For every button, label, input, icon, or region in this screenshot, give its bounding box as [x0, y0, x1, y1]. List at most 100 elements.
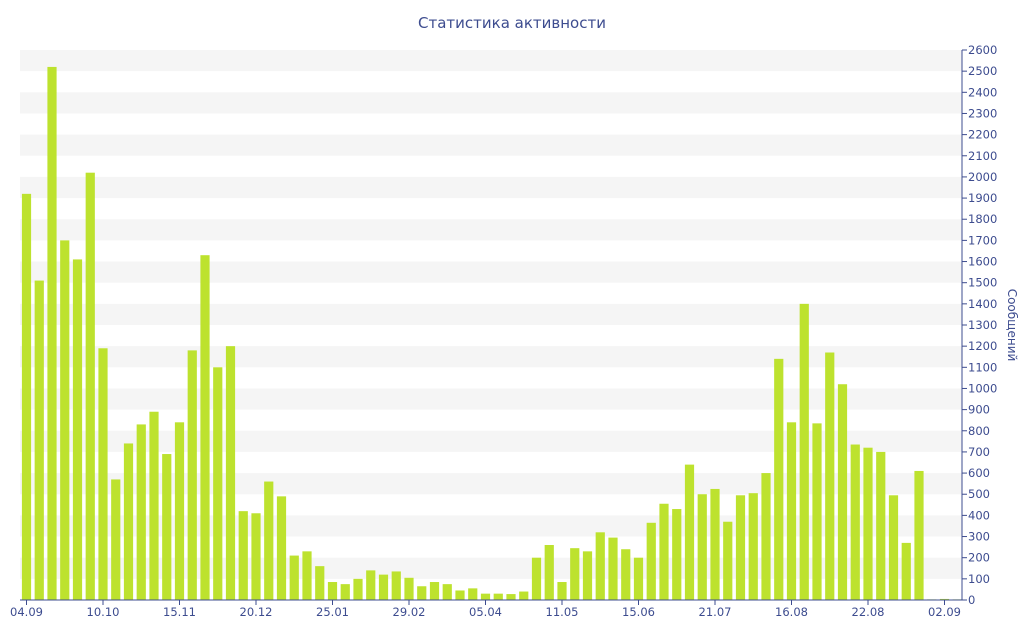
bar — [174, 422, 185, 600]
bar — [531, 557, 542, 600]
bar — [901, 542, 911, 600]
bar — [111, 479, 121, 600]
bar — [251, 513, 261, 600]
grid-band — [20, 176, 962, 199]
grid-band — [20, 134, 962, 156]
y-tick-label: 1700 — [968, 233, 997, 247]
bar — [684, 464, 695, 600]
bar — [455, 590, 465, 600]
bar — [442, 584, 452, 600]
bar — [468, 588, 478, 600]
bar — [493, 593, 503, 600]
bar — [213, 367, 223, 600]
bar — [863, 447, 873, 600]
y-axis-ticks: 0 100 200 300 400 500 600 700 800 900 1000 1100 1200… — [962, 43, 997, 607]
bar — [723, 521, 733, 600]
grid-band — [20, 388, 962, 410]
grid-band — [20, 430, 962, 452]
x-tick-label: 25.01 — [316, 605, 349, 619]
x-tick-label: 05.04 — [469, 605, 502, 619]
bar — [710, 488, 720, 600]
bar — [315, 566, 325, 600]
y-tick-label: 1300 — [968, 318, 997, 332]
bar — [340, 584, 350, 600]
y-tick-label: 0 — [968, 593, 975, 607]
bar — [404, 577, 414, 600]
bar — [582, 551, 593, 600]
bar — [187, 350, 197, 600]
bar — [85, 172, 95, 600]
bar — [837, 384, 848, 600]
y-tick-label: 400 — [968, 508, 990, 522]
y-axis-title: Сообщений — [1005, 289, 1019, 362]
bar — [812, 423, 822, 600]
y-tick-label: 2100 — [968, 149, 997, 163]
grid-band — [20, 303, 962, 325]
bar — [47, 66, 57, 600]
bar — [98, 348, 108, 600]
bar — [378, 574, 389, 600]
y-tick-label: 1100 — [968, 360, 997, 374]
x-tick-label: 16.08 — [775, 605, 808, 619]
grid-bands — [20, 50, 962, 579]
x-tick-label: 29.02 — [393, 605, 426, 619]
bar — [786, 422, 797, 600]
bar — [60, 240, 70, 600]
bar — [659, 503, 669, 600]
y-tick-label: 2400 — [968, 85, 997, 99]
x-tick-label: 20.12 — [240, 605, 273, 619]
bar — [774, 358, 784, 600]
bar — [544, 545, 554, 600]
bar — [353, 578, 363, 600]
bar — [162, 454, 172, 600]
grid-band — [20, 50, 962, 72]
y-tick-label: 1800 — [968, 212, 997, 226]
y-tick-label: 200 — [968, 551, 990, 565]
bar — [697, 494, 707, 600]
bar — [136, 424, 146, 600]
x-tick-label: 15.06 — [622, 605, 655, 619]
bar — [621, 549, 631, 600]
grid-band — [20, 261, 962, 283]
bar — [34, 280, 44, 600]
y-tick-label: 1500 — [968, 276, 997, 290]
chart-title: Статистика активности — [418, 14, 606, 32]
bar — [200, 255, 210, 600]
bar — [799, 303, 809, 600]
y-tick-label: 900 — [968, 403, 990, 417]
y-tick-label: 100 — [968, 572, 990, 586]
bar — [825, 352, 835, 600]
bar — [646, 522, 656, 600]
bar — [225, 346, 236, 600]
bar — [149, 411, 159, 600]
bar — [608, 537, 618, 600]
bar — [238, 511, 248, 600]
bar — [876, 451, 886, 600]
bar — [850, 444, 860, 600]
y-tick-label: 1000 — [968, 381, 997, 395]
y-tick-label: 1900 — [968, 191, 997, 205]
y-tick-label: 2500 — [968, 64, 997, 78]
y-tick-label: 2600 — [968, 43, 997, 57]
bar — [276, 496, 287, 600]
bar — [391, 571, 401, 600]
y-tick-label: 300 — [968, 530, 990, 544]
bar — [429, 582, 440, 600]
y-tick-label: 1600 — [968, 255, 997, 269]
bar — [264, 481, 274, 600]
x-tick-label: 04.09 — [10, 605, 43, 619]
bar — [366, 570, 376, 600]
bar — [123, 443, 134, 600]
bar — [735, 495, 746, 600]
bars-group — [21, 66, 962, 600]
y-tick-label: 1200 — [968, 339, 997, 353]
grid-band — [20, 219, 962, 241]
y-tick-label: 1400 — [968, 297, 997, 311]
y-tick-label: 700 — [968, 445, 990, 459]
bar — [761, 473, 771, 600]
bar — [480, 593, 491, 600]
bar — [748, 493, 758, 600]
grid-band — [20, 92, 962, 114]
bar — [289, 555, 299, 600]
